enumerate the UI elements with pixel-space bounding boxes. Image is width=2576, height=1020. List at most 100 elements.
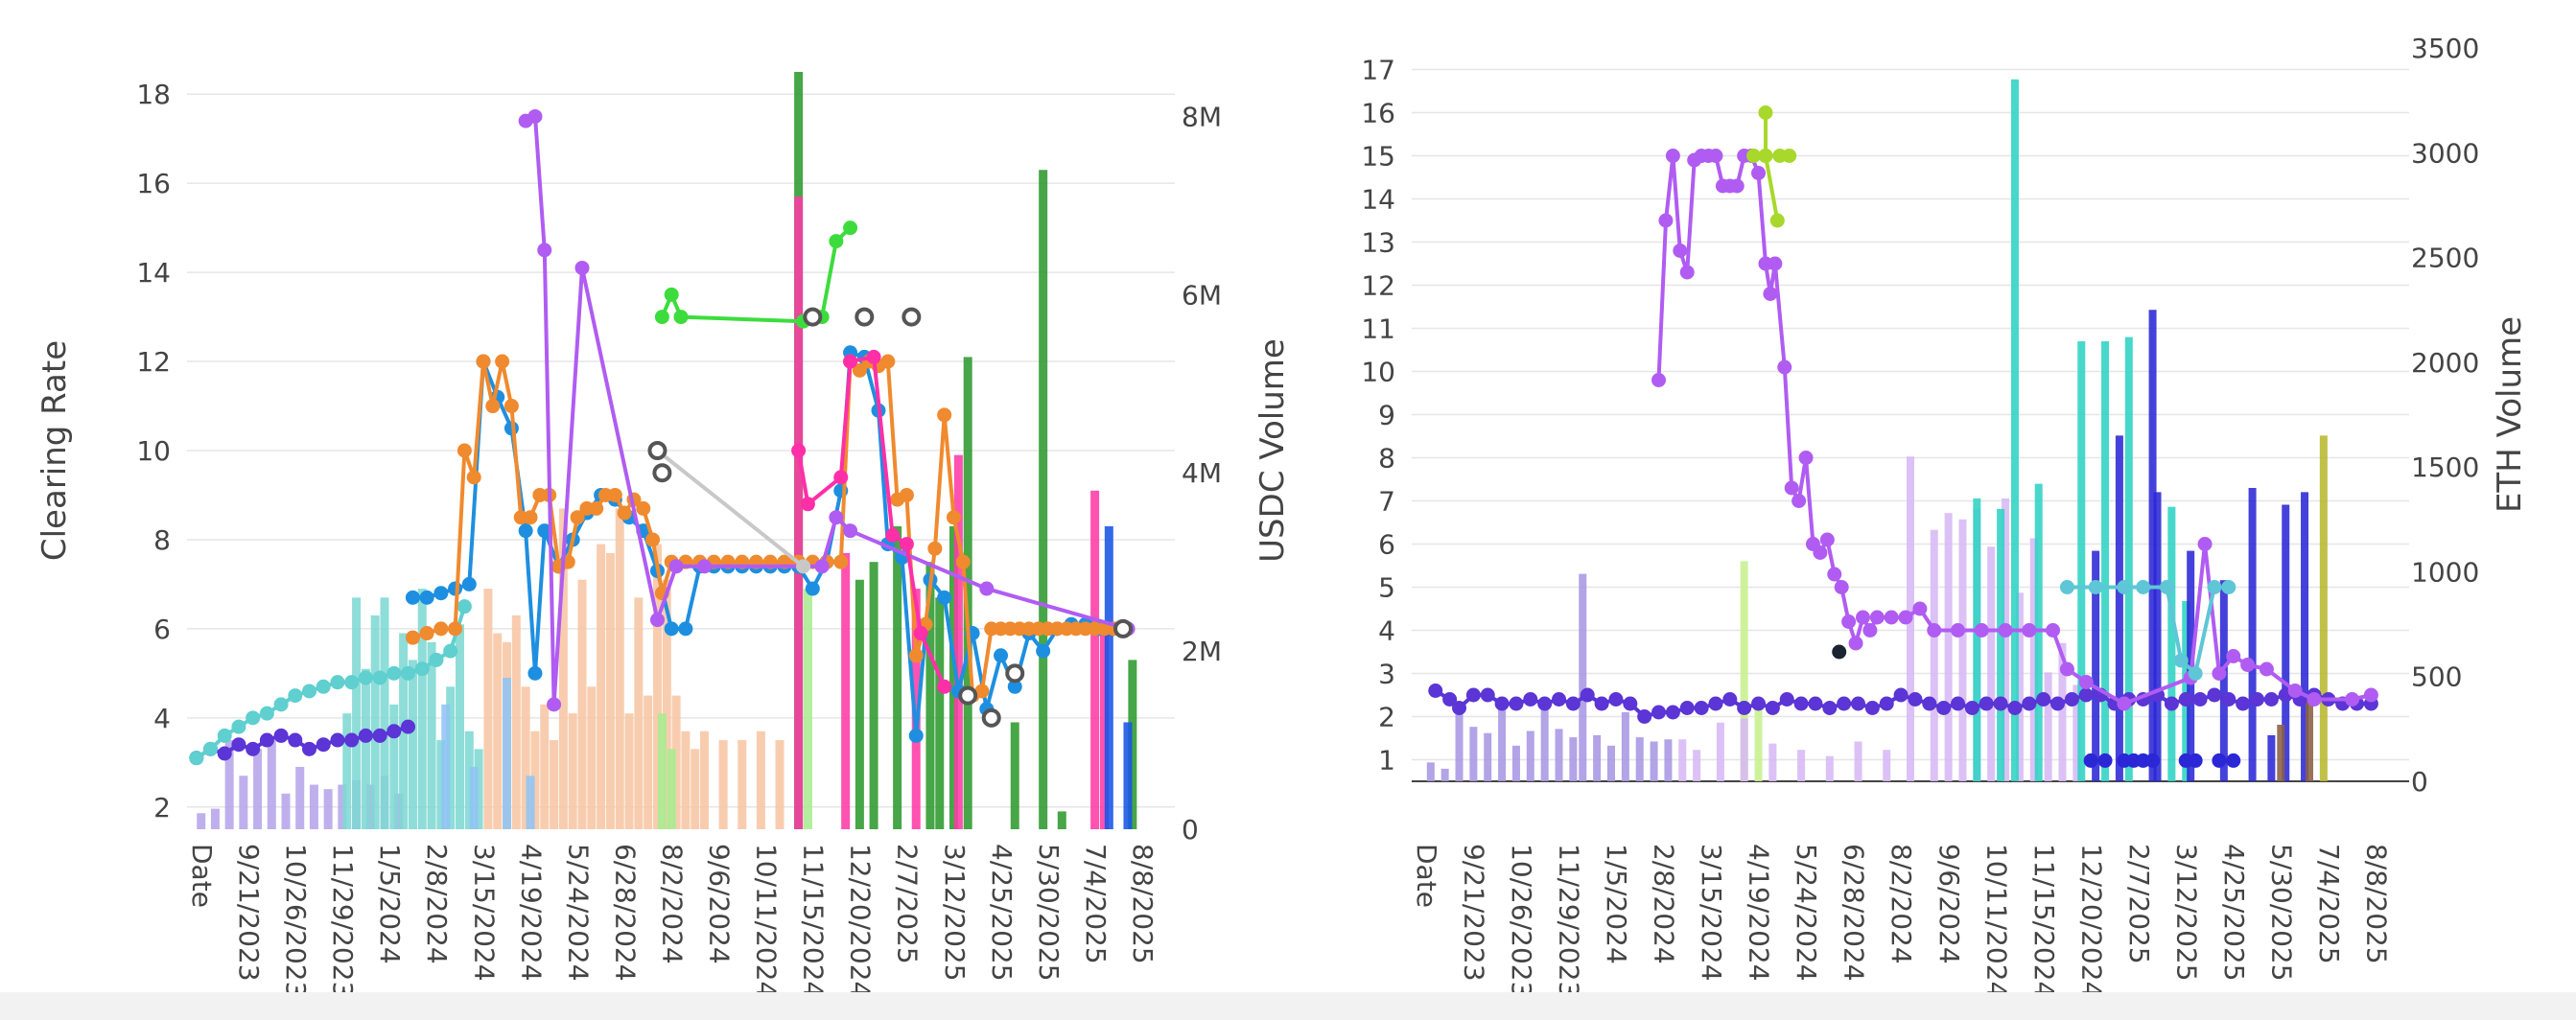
left-point-dark-markers — [803, 307, 823, 327]
right-x-tick-label: 8/8/2025 — [2360, 844, 2392, 964]
left-x-tick-label: 7/4/2025 — [1080, 844, 1112, 964]
left-bar-teal-volume — [380, 597, 389, 829]
right-point-indigo-rate — [1452, 701, 1467, 715]
right-x-tick-label: 2/7/2025 — [2123, 844, 2155, 964]
right-point-indigo-rate — [2207, 687, 2222, 703]
left-x-tick-label: Date — [186, 844, 218, 908]
left-bar-lavender-volume — [281, 793, 291, 829]
left-point-teal-rate — [457, 599, 472, 614]
left-point-teal-rate — [358, 670, 373, 685]
right-point-navy-markers — [2212, 753, 2227, 768]
right-bar-light-violet-volume — [1740, 718, 1748, 781]
left-line-gray-rate — [656, 449, 805, 568]
left-bar-lavender-volume — [338, 784, 347, 829]
left-point-teal-rate — [372, 670, 387, 685]
right-point-indigo-rate — [1979, 696, 1994, 711]
right-point-indigo-rate — [1509, 696, 1524, 711]
left-point-teal-rate — [443, 643, 458, 659]
right-bar-light-violet-volume — [1797, 750, 1806, 781]
left-point-purple-rate — [316, 737, 331, 753]
right-bar-light-violet-volume — [1854, 741, 1862, 781]
left-point-teal-rate — [429, 652, 444, 667]
left-point-dark-markers — [855, 307, 875, 327]
left-x-tick-label: 3/15/2024 — [468, 844, 500, 982]
right-bar-navy-volume — [2267, 734, 2276, 781]
right-point-lime-rate — [1758, 149, 1773, 163]
right-x-tick-label: 11/15/2024 — [2028, 844, 2060, 992]
left-point-violet-rate — [814, 559, 830, 574]
left-point-magenta-rate — [885, 527, 901, 543]
right-point-violet-rate — [1751, 166, 1767, 180]
left-y2-tick-label: 4M — [1182, 457, 1222, 489]
left-y-tick-label: 6 — [153, 614, 171, 645]
right-point-indigo-rate — [1779, 692, 1794, 707]
right-point-violet-rate — [2197, 537, 2213, 551]
left-point-orange-rate — [405, 630, 420, 645]
left-point-violet-rate — [979, 581, 995, 596]
left-bar-lavender-volume — [267, 740, 276, 829]
right-point-violet-rate — [1819, 532, 1835, 547]
right-point-violet-rate — [1898, 610, 1913, 625]
right-bar-light-violet-volume — [2073, 684, 2081, 781]
left-point-gray-rate — [796, 559, 811, 574]
left-x-tick-label: 9/21/2023 — [233, 844, 265, 982]
right-point-indigo-rate — [2064, 692, 2079, 707]
right-bar-navy-volume — [2282, 504, 2290, 781]
right-x-tick-label: 4/25/2025 — [2218, 844, 2250, 982]
right-x-tick-label: 3/12/2025 — [2170, 844, 2202, 982]
left-bar-teal-volume — [464, 730, 474, 829]
right-point-violet-rate — [1884, 610, 1899, 625]
left-point-orange-rate — [589, 500, 604, 516]
right-point-indigo-rate — [2263, 692, 2279, 707]
left-point-dark-markers — [647, 441, 667, 460]
right-point-violet-rate — [2240, 658, 2256, 672]
left-x-tick-label: 9/6/2024 — [704, 844, 736, 964]
left-point-orange-rate — [433, 621, 449, 637]
left-point-dark-markers — [652, 463, 672, 483]
left-x-tick-label: 5/30/2025 — [1033, 844, 1065, 982]
right-y-tick-label: 5 — [1378, 572, 1395, 604]
right-bar-light-violet-volume — [1716, 722, 1724, 781]
right-y2-axis-title: ETH Volume — [2491, 316, 2529, 513]
left-bar-light-blue-volume — [469, 766, 479, 829]
right-point-indigo-rate — [1637, 709, 1652, 724]
right-bar-lavender-volume — [1540, 697, 1549, 781]
right-bar-lavender-volume — [1579, 573, 1587, 781]
left-bar-pink-volume — [841, 552, 851, 829]
left-x-tick-label: 8/8/2025 — [1127, 844, 1159, 964]
left-point-blue-rate — [518, 523, 533, 539]
left-x-tick-label: 2/7/2025 — [892, 844, 924, 964]
left-bar-peach-volume — [568, 713, 577, 829]
right-point-indigo-rate — [1879, 696, 1894, 711]
left-bar-green-volume — [925, 562, 935, 829]
left-point-dark-markers — [981, 707, 1001, 728]
right-bar-light-violet-volume — [2015, 592, 2024, 781]
left-bar-peach-volume — [577, 579, 587, 829]
right-bar-light-violet-volume — [1768, 743, 1777, 781]
left-bar-teal-volume — [342, 713, 352, 829]
right-point-violet-rate — [1651, 373, 1667, 387]
right-point-violet-rate — [2287, 684, 2303, 698]
right-bar-cyan-volume — [2124, 336, 2133, 781]
left-x-tick-label: 11/29/2023 — [327, 844, 359, 992]
right-point-violet-rate — [2226, 649, 2241, 663]
right-y2-tick-label: 1500 — [2411, 452, 2479, 483]
left-bar-lavender-volume — [239, 776, 248, 829]
left-point-teal-rate — [246, 710, 261, 726]
left-point-magenta-rate — [833, 470, 849, 485]
left-point-dark-markers — [902, 307, 922, 327]
right-point-indigo-rate — [1465, 687, 1481, 703]
right-y-tick-label: 16 — [1361, 98, 1395, 129]
right-point-indigo-rate — [2007, 701, 2023, 715]
right-point-violet-rate — [2059, 661, 2074, 677]
left-point-dark-markers — [1113, 618, 1134, 638]
left-point-orange-rate — [466, 470, 481, 485]
right-point-violet-rate — [1927, 623, 1942, 638]
right-point-violet-rate — [1834, 580, 1849, 594]
left-point-magenta-rate — [913, 626, 928, 641]
left-point-magenta-rate — [791, 443, 807, 458]
right-point-navy-markers — [2188, 753, 2203, 768]
right-point-indigo-rate — [1679, 701, 1695, 715]
right-y-tick-label: 2 — [1378, 702, 1395, 733]
right-bar-light-violet-volume — [1944, 513, 1953, 781]
